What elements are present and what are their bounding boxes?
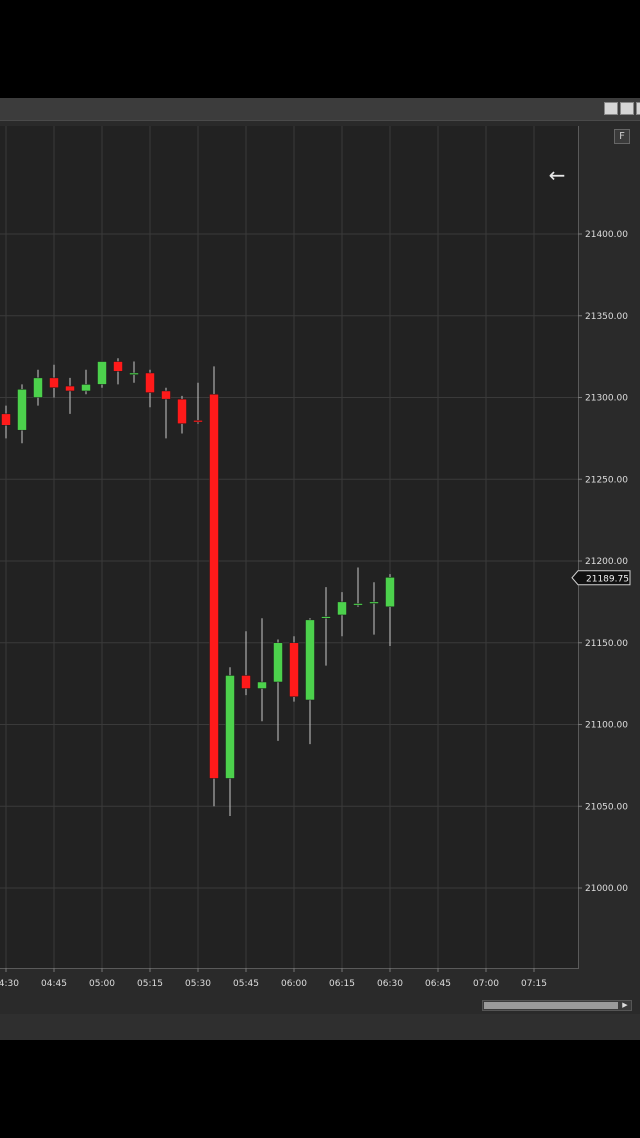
chart-window: 21000.00 21050.00 21100.00 21150.00 21200.00… bbox=[0, 98, 640, 1040]
x-tick-label: 04:30 bbox=[0, 979, 19, 989]
candle-body-up bbox=[385, 577, 395, 608]
candle-body-down bbox=[49, 377, 59, 388]
chart-plot-area[interactable]: 21000.00 21050.00 21100.00 21150.00 21200.00… bbox=[0, 126, 631, 989]
candle-body-up bbox=[225, 675, 235, 779]
x-tick-label: 07:15 bbox=[521, 979, 547, 989]
candle-body-down bbox=[1, 413, 11, 426]
x-tick-label: 05:30 bbox=[185, 979, 211, 989]
y-tick-label: 21400.00 bbox=[585, 230, 628, 240]
x-tick-label: 06:45 bbox=[425, 979, 451, 989]
y-tick-label: 21000.00 bbox=[585, 884, 628, 894]
candle-body-up bbox=[337, 601, 347, 616]
x-tick-label: 06:15 bbox=[329, 979, 355, 989]
candle-body-up bbox=[321, 616, 331, 619]
candle-body-down bbox=[161, 390, 171, 400]
maximize-button[interactable] bbox=[620, 102, 634, 115]
candle-body-down bbox=[65, 385, 75, 392]
candle-body-up bbox=[129, 372, 139, 375]
arrow-left-icon[interactable]: ← bbox=[548, 163, 566, 187]
last-price-marker bbox=[571, 570, 631, 586]
candle-body-up bbox=[369, 601, 379, 604]
candle-body-up bbox=[257, 681, 267, 689]
y-tick-label: 21300.00 bbox=[585, 394, 628, 404]
x-tick-label: 06:30 bbox=[377, 979, 403, 989]
candle-body-up bbox=[33, 377, 43, 398]
y-tick-label: 21250.00 bbox=[585, 475, 628, 485]
f-button[interactable]: F bbox=[614, 129, 630, 144]
minimize-button[interactable] bbox=[604, 102, 618, 115]
last-price-label: 21189.75 bbox=[586, 574, 629, 584]
candle-body-up bbox=[81, 384, 91, 392]
horizontal-scrollbar[interactable]: ▶ bbox=[482, 1000, 632, 1011]
window-titlebar bbox=[0, 98, 640, 121]
x-tick-label: 05:00 bbox=[89, 979, 115, 989]
x-tick-label: 06:00 bbox=[281, 979, 307, 989]
candle-body-down bbox=[209, 393, 219, 779]
candle-body-down bbox=[113, 361, 123, 372]
bottom-strip bbox=[0, 1014, 640, 1040]
candle-body-down bbox=[193, 420, 203, 423]
candle-body-down bbox=[145, 372, 155, 393]
candle-body-down bbox=[177, 398, 187, 424]
y-tick-label: 21100.00 bbox=[585, 721, 628, 731]
y-tick-label: 21050.00 bbox=[585, 802, 628, 812]
x-tick-label: 07:00 bbox=[473, 979, 499, 989]
candle-body-up bbox=[273, 642, 283, 683]
candlestick-chart: 21000.00 21050.00 21100.00 21150.00 21200.00… bbox=[0, 126, 631, 989]
x-tick-label: 05:45 bbox=[233, 979, 259, 989]
candle-body-down bbox=[241, 675, 251, 689]
close-button[interactable] bbox=[636, 102, 640, 115]
scrollbar-thumb[interactable] bbox=[484, 1002, 618, 1009]
chevron-right-icon[interactable]: ▶ bbox=[622, 1001, 628, 1009]
candle-body-up bbox=[17, 389, 27, 431]
candle-body-down bbox=[289, 642, 299, 697]
y-tick-label: 21200.00 bbox=[585, 557, 628, 567]
candle-body-up bbox=[97, 361, 107, 385]
y-tick-label: 21150.00 bbox=[585, 639, 628, 649]
y-tick-label: 21350.00 bbox=[585, 312, 628, 322]
x-tick-label: 05:15 bbox=[137, 979, 163, 989]
candle-body-up bbox=[353, 603, 363, 606]
x-tick-label: 04:45 bbox=[41, 979, 67, 989]
candle-body-up bbox=[305, 619, 315, 701]
